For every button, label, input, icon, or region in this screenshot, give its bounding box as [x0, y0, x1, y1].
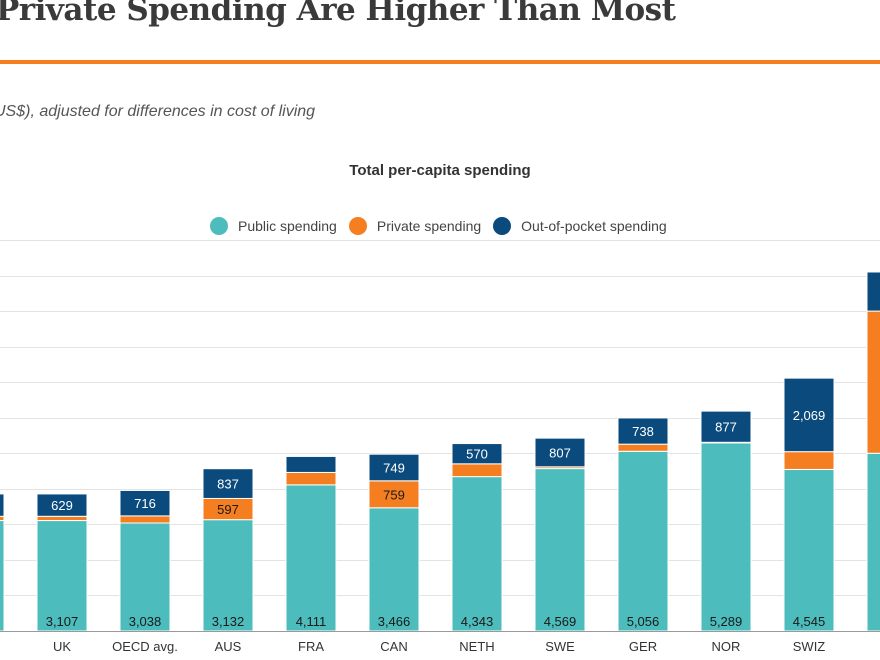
data-label-public: 4,343 [461, 614, 494, 629]
x-tick-label: GER [629, 639, 657, 654]
data-label-public: 5,289 [710, 614, 743, 629]
bar-can-public-spending [368, 507, 420, 632]
data-label-out-of-pocket: 877 [715, 420, 737, 435]
bar-partial-left-out-of-pocket-spending [0, 493, 5, 517]
bar-partial-right-out-of-pocket-spending [866, 271, 880, 312]
bar-neth-private-spending [451, 463, 503, 478]
data-label-public: 4,569 [544, 614, 577, 629]
bar-swe-out-of-pocket-spending [534, 437, 586, 468]
x-tick-label: FRA [298, 639, 324, 654]
bar-uk-public-spending [36, 520, 88, 632]
data-label-out-of-pocket: 716 [134, 496, 156, 511]
legend-swatch-private [348, 217, 367, 235]
data-label-out-of-pocket: 629 [51, 498, 73, 513]
bar-swiz-private-spending [783, 451, 835, 470]
data-label-public: 3,466 [378, 614, 411, 629]
bar-swiz-out-of-pocket-spending [783, 377, 835, 453]
bar-oecd-avg--out-of-pocket-spending [119, 489, 171, 517]
data-label-out-of-pocket: 570 [466, 447, 488, 462]
data-label-out-of-pocket: 2,069 [793, 408, 826, 423]
chart-subtitle: US$), adjusted for differences in cost o… [0, 103, 316, 120]
bar-aus-public-spending [202, 519, 254, 632]
x-tick-label: UK [53, 639, 71, 654]
bar-partial-left-public-spending [0, 520, 5, 632]
data-label-out-of-pocket: 738 [632, 424, 654, 439]
bar-nor-public-spending [700, 442, 752, 632]
legend-label-out-of-pocket: Out-of-pocket spending [521, 218, 667, 234]
bar-partial-left-private-spending [0, 515, 5, 522]
bar-oecd-avg--private-spending [119, 515, 171, 524]
x-tick-label: SWIZ [793, 639, 826, 654]
legend-item-public: Public spending [210, 217, 337, 235]
bar-partial-right-public-spending [866, 452, 880, 632]
bar-fra-public-spending [285, 484, 337, 632]
legend-item-out-of-pocket: Out-of-pocket spending [493, 217, 667, 235]
data-label-public: 5,056 [627, 614, 660, 629]
bar-nor-out-of-pocket-spending [700, 410, 752, 443]
bar-fra-out-of-pocket-spending [285, 455, 337, 473]
bar-partial-right-private-spending [866, 310, 880, 454]
data-label-out-of-pocket: 807 [549, 445, 571, 460]
bar-uk-out-of-pocket-spending [36, 493, 88, 517]
data-label-public: 4,111 [296, 614, 327, 629]
title-divider [0, 60, 880, 64]
data-label-out-of-pocket: 749 [383, 461, 405, 476]
bar-fra-private-spending [285, 471, 337, 486]
bar-ger-private-spending [617, 443, 669, 452]
data-label-public: 3,132 [212, 614, 245, 629]
bar-swe-public-spending [534, 468, 586, 632]
bar-can-out-of-pocket-spending [368, 453, 420, 482]
chart-legend: Public spending Private spending Out-of-… [210, 217, 679, 235]
bar-neth-out-of-pocket-spending [451, 443, 503, 465]
legend-swatch-public [210, 217, 228, 235]
legend-label-private: Private spending [376, 218, 482, 234]
data-label-public: 3,107 [46, 614, 79, 629]
data-label-private: 597 [217, 502, 239, 517]
x-tick-label: AUS [215, 639, 242, 654]
data-label-out-of-pocket: 837 [217, 477, 239, 492]
legend-item-private: Private spending [348, 217, 482, 235]
data-label-public: 4,545 [793, 614, 826, 629]
bar-aus-out-of-pocket-spending [202, 468, 254, 499]
data-label-public: 3,038 [129, 614, 162, 629]
bar-oecd-avg--public-spending [119, 522, 171, 632]
bar-ger-public-spending [617, 450, 669, 632]
data-label-private: 759 [383, 487, 405, 502]
chart-heading: Total per-capita spending [349, 162, 531, 179]
x-tick-label: CAN [380, 639, 407, 654]
bar-ger-out-of-pocket-spending [617, 417, 669, 445]
legend-swatch-out-of-pocket [493, 217, 512, 235]
x-tick-label: SWE [545, 639, 575, 654]
bar-neth-public-spending [451, 476, 503, 632]
chart-title-main: Private Spending Are Higher Than Most [0, 0, 676, 28]
bar-swiz-public-spending [783, 468, 835, 632]
x-tick-label: NETH [459, 639, 494, 654]
bar-uk-private-spending [36, 515, 88, 522]
legend-label-public: Public spending [238, 218, 337, 234]
x-tick-label: OECD avg. [112, 639, 178, 654]
x-tick-label: NOR [712, 639, 741, 654]
